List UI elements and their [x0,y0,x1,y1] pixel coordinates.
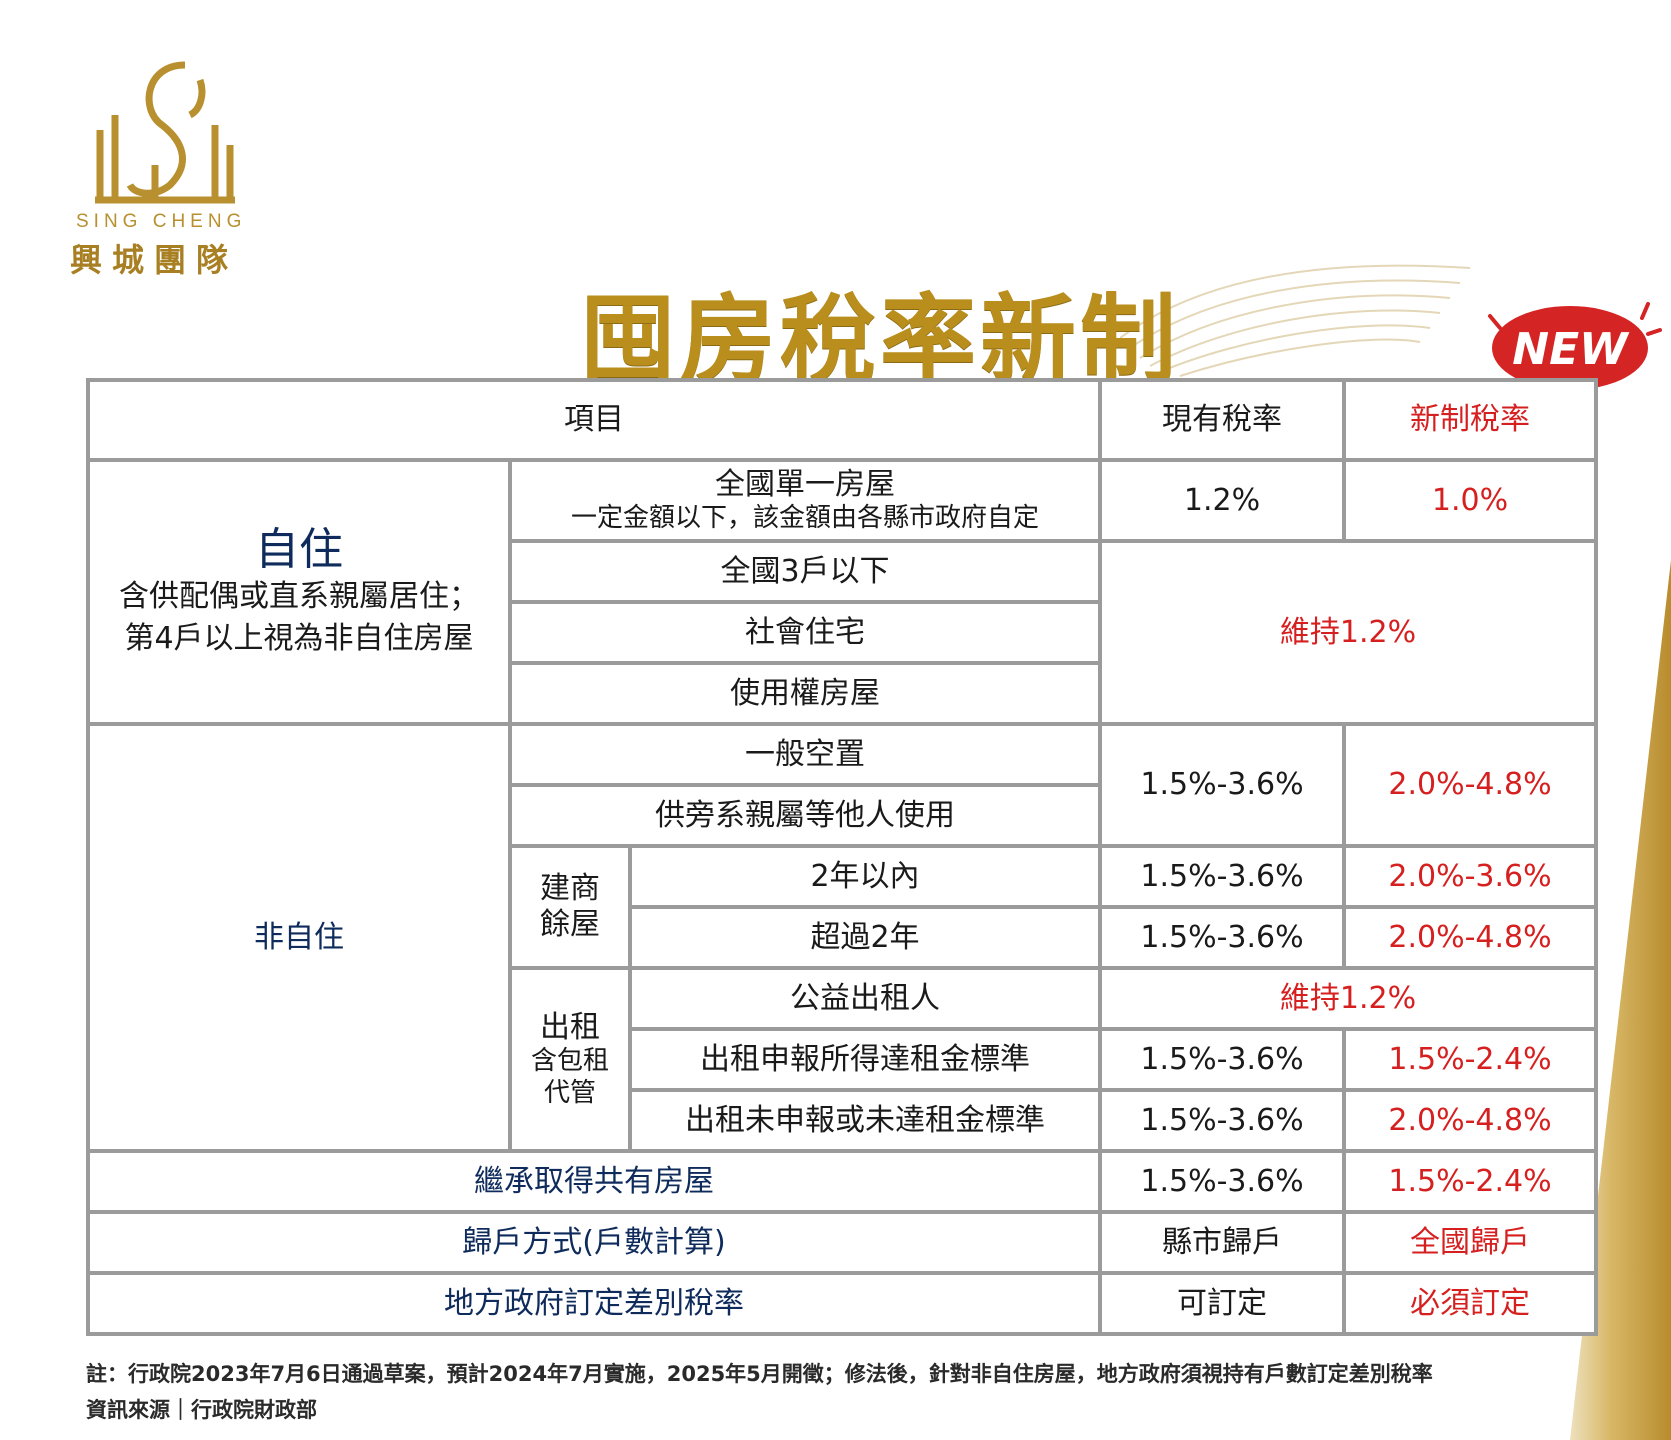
table-row: 繼承取得共有房屋 1.5%-3.6% 1.5%-2.4% [90,1153,1595,1210]
builder-over2: 超過2年 [632,909,1099,966]
table-row: 非自住 一般空置 1.5%-3.6% 2.0%-4.8% [90,726,1595,1149]
builder-label-2: 餘屋 [540,907,600,942]
inherit-new: 1.5%-2.4% [1346,1153,1595,1210]
household-new: 全國歸戶 [1346,1214,1595,1271]
self-row-2: 社會住宅 [512,604,1099,661]
table-header-row: 項目 現有稅率 新制稅率 [90,382,1595,458]
brand-logo: SING CHENG 興城團隊 [70,55,270,281]
rental-label-1: 出租 [540,1010,600,1046]
rental-label: 出租 含包租 代管 [512,970,628,1149]
vacant-current: 1.5%-3.6% [1102,726,1343,844]
rental-reported: 出租申報所得達租金標準 [632,1031,1099,1088]
relatives-label: 供旁系親屬等他人使用 [512,787,1099,844]
builder-over2-new: 2.0%-4.8% [1346,909,1595,966]
self-use-label: 自住 [255,523,343,575]
builder-label: 建商 餘屋 [512,848,628,966]
table-row: 全國3戶以下 維持1.2% [90,543,1595,722]
rental-unreported-new: 2.0%-4.8% [1346,1092,1595,1149]
single-house-cell: 全國單一房屋 一定金額以下，該金額由各縣市政府自定 [512,462,1099,539]
self-use-desc-1: 含供配偶或直系親屬居住； [119,579,479,615]
self-row-1: 全國3戶以下 [512,543,1099,600]
household-current: 縣市歸戶 [1102,1214,1343,1271]
inherit-label: 繼承取得共有房屋 [90,1153,1099,1210]
table-row: 地方政府訂定差別稅率 可訂定 必須訂定 [90,1275,1595,1332]
table-row: 出租 含包租 代管 公益出租人 維持1.2% [90,970,1595,1149]
table-row: 建商 餘屋 2年以內 1.5%-3.6% 2.0%-3.6% [90,848,1595,966]
differential-current: 可訂定 [1102,1275,1343,1332]
header-new-rate: 新制稅率 [1346,382,1595,458]
source-text: 資訊來源｜行政院財政部 [86,1398,317,1422]
vacant-label: 一般空置 [512,726,1099,783]
differential-label: 地方政府訂定差別稅率 [90,1275,1099,1332]
footnote-block: 註：行政院2023年7月6日通過草案，預計2024年7月實施，2025年5月開徵… [86,1356,1433,1428]
table-row: 供旁系親屬等他人使用 [90,787,1594,844]
builder-label-1: 建商 [540,871,600,906]
builder-over2-current: 1.5%-3.6% [1102,909,1343,966]
tax-rate-table: 項目 現有稅率 新制稅率 自住 含供配偶或直系親屬居住； 第4戶以上視為非自住房… [86,378,1599,1336]
table-row: 自住 含供配偶或直系親屬居住； 第4戶以上視為非自住房屋 全國單一房屋 一定金額… [90,462,1595,722]
rental-reported-new: 1.5%-2.4% [1346,1031,1595,1088]
non-self-label: 非自住 [90,726,508,1149]
household-label: 歸戶方式(戶數計算) [90,1214,1099,1271]
vacant-new: 2.0%-4.8% [1346,726,1595,844]
table-row: 出租未申報或未達租金標準 1.5%-3.6% 2.0%-4.8% [90,1092,1595,1149]
self-row-3: 使用權房屋 [512,665,1099,722]
header-current-rate: 現有稅率 [1102,382,1343,458]
new-badge-text: NEW [1512,324,1630,375]
inherit-current: 1.5%-3.6% [1102,1153,1343,1210]
header-item: 項目 [90,382,1099,458]
builder-within2-new: 2.0%-3.6% [1346,848,1595,905]
building-logo-icon [95,61,235,204]
rental-public-rate: 維持1.2% [1102,970,1595,1027]
page-title: 囤房稅率新制 [580,284,1180,396]
brand-name-en: SING CHENG [76,211,247,232]
self-keep-rate: 維持1.2% [1102,543,1595,722]
table-row: 社會住宅 [90,604,1594,661]
table-row: 使用權房屋 [90,665,1594,722]
rental-unreported-current: 1.5%-3.6% [1102,1092,1343,1149]
rental-public: 公益出租人 [632,970,1099,1027]
new-badge: NEW [1488,302,1662,390]
self-use-cell: 自住 含供配偶或直系親屬居住； 第4戶以上視為非自住房屋 [90,462,508,722]
single-house-new: 1.0% [1346,462,1595,539]
builder-within2: 2年以內 [632,848,1099,905]
builder-within2-current: 1.5%-3.6% [1102,848,1343,905]
rental-unreported: 出租未申報或未達租金標準 [632,1092,1099,1149]
single-house-line1: 全國單一房屋 [715,466,895,502]
footnote-text: 註：行政院2023年7月6日通過草案，預計2024年7月實施，2025年5月開徵… [86,1362,1433,1386]
rental-label-2: 含包租 [530,1046,609,1077]
single-house-current: 1.2% [1102,462,1343,539]
rental-label-3: 代管 [543,1077,596,1108]
brand-name-zh: 興城團隊 [70,241,239,279]
rental-reported-current: 1.5%-3.6% [1102,1031,1343,1088]
table-row: 超過2年 1.5%-3.6% 2.0%-4.8% [90,909,1595,966]
differential-new: 必須訂定 [1346,1275,1595,1332]
single-house-line2: 一定金額以下，該金額由各縣市政府自定 [571,502,1040,533]
table-row: 出租申報所得達租金標準 1.5%-3.6% 1.5%-2.4% [90,1031,1595,1088]
self-use-desc-2: 第4戶以上視為非自住房屋 [124,621,474,657]
table-row: 歸戶方式(戶數計算) 縣市歸戶 全國歸戶 [90,1214,1595,1271]
decorative-swirl [1120,264,1471,377]
